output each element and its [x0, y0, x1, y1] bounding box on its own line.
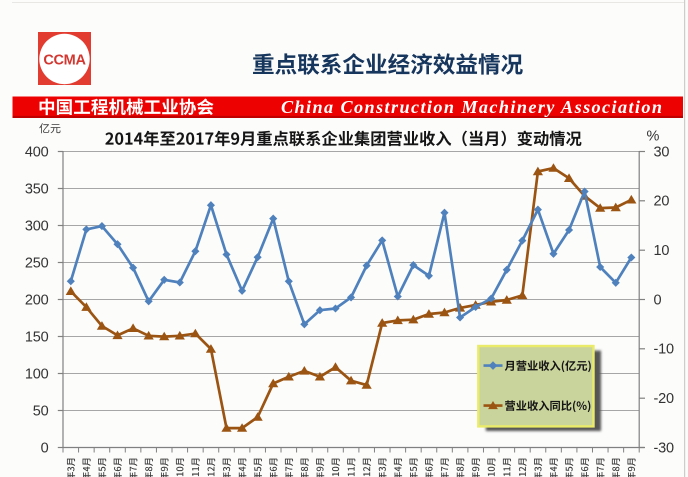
- svg-text:0: 0: [41, 440, 49, 456]
- svg-text:100: 100: [25, 366, 49, 382]
- svg-text:CCMA: CCMA: [43, 52, 86, 68]
- svg-text:China Construction Machinery A: China Construction Machinery Association: [281, 97, 662, 117]
- svg-text:350: 350: [25, 181, 49, 197]
- svg-text:200: 200: [25, 292, 49, 308]
- svg-text:250: 250: [25, 255, 49, 271]
- svg-text:%: %: [647, 129, 660, 145]
- svg-text:30: 30: [654, 144, 670, 160]
- svg-text:50: 50: [33, 403, 49, 419]
- svg-text:0: 0: [654, 292, 662, 308]
- svg-text:400: 400: [25, 144, 49, 160]
- svg-text:300: 300: [25, 218, 49, 234]
- svg-text:-10: -10: [654, 342, 674, 358]
- svg-text:-20: -20: [654, 391, 674, 407]
- svg-text:-30: -30: [654, 440, 674, 456]
- svg-text:150: 150: [25, 329, 49, 345]
- svg-text:10: 10: [654, 243, 670, 259]
- svg-text:20: 20: [654, 194, 670, 210]
